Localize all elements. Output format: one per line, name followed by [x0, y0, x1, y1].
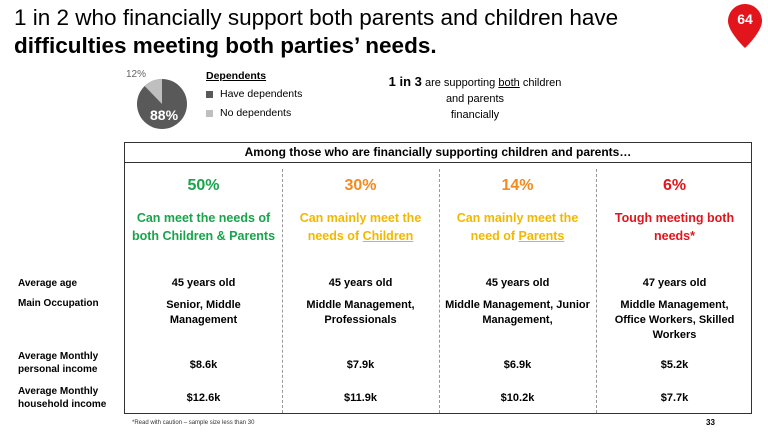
column-divider	[282, 169, 283, 413]
segment-desc-underlined: Parents	[518, 229, 565, 243]
table-cell-personal-income: $6.9k	[503, 359, 532, 371]
table-cell-occupation: Middle Management, Office Workers, Skill…	[614, 299, 735, 341]
legend-item-have: Have dependents	[206, 88, 302, 100]
pie-legend: Dependents Have dependents No dependents	[206, 70, 302, 126]
legend-swatch-have	[206, 90, 213, 98]
table-cell-personal-income: $5.2k	[660, 359, 689, 371]
footnote: *Read with caution – sample size less th…	[132, 420, 255, 426]
row-label-occupation: Main Occupation	[18, 298, 99, 309]
segments-box: Among those who are financially supporti…	[124, 142, 752, 414]
table-cell-personal-income: $8.6k	[189, 359, 218, 371]
table-cell-age: 45 years old	[328, 277, 393, 289]
segment-column-2: 30% Can mainly meet the needs of Childre…	[282, 177, 439, 245]
segment-description: Can mainly meet the needs of Children	[282, 209, 439, 245]
header-divider	[125, 162, 751, 163]
callout-line-2: and parents	[445, 93, 505, 105]
pie-slice-no-dependents	[144, 78, 162, 104]
segment-column-3: 14% Can mainly meet the need of Parents	[439, 177, 596, 245]
segment-desc-underlined: Children	[362, 229, 414, 243]
pie-label-have-dependents: 88%	[150, 107, 179, 123]
callout-text-post: children	[519, 77, 562, 89]
segment-desc-text: Can mainly meet the needs of	[299, 211, 422, 243]
table-cell-household-income: $10.2k	[500, 392, 535, 404]
callout-underlined: both	[498, 77, 520, 89]
row-label-personal-income: Average Monthly personal income	[18, 351, 99, 375]
column-divider	[596, 169, 597, 413]
page-number: 33	[706, 418, 715, 427]
table-cell-age: 45 years old	[485, 277, 550, 289]
segment-pct: 30%	[344, 177, 377, 194]
segment-column-4: 6% Tough meeting both needs*	[596, 177, 753, 245]
table-cell-household-income: $11.9k	[343, 392, 378, 404]
table-cell-household-income: $7.7k	[660, 392, 689, 404]
table-cell-occupation: Senior, Middle Management	[166, 299, 241, 326]
callout-bold: 1 in 3	[388, 74, 422, 89]
map-pin-icon	[728, 4, 762, 48]
title-line-2: difficulties meeting both parties’ needs…	[14, 33, 437, 58]
pie-label-no-dependents: 12%	[126, 69, 147, 80]
table-cell-occupation: Middle Management, Junior Management,	[445, 299, 590, 326]
segment-desc-text: Can meet the needs of both Children & Pa…	[131, 211, 276, 243]
legend-label-none: No dependents	[220, 107, 292, 119]
legend-item-none: No dependents	[206, 107, 302, 119]
table-cell-occupation: Middle Management, Professionals	[306, 299, 415, 326]
table-cell-household-income: $12.6k	[186, 392, 221, 404]
segment-pct: 14%	[501, 177, 534, 194]
segment-pct: 6%	[662, 177, 687, 194]
table-cell-age: 45 years old	[171, 277, 236, 289]
slide-title: 1 in 2 who financially support both pare…	[14, 4, 654, 60]
box-header: Among those who are financially supporti…	[244, 145, 632, 159]
callout-text: 1 in 3 are supporting both children and …	[360, 74, 590, 123]
badge-number: 64	[737, 11, 753, 27]
legend-swatch-none	[206, 109, 213, 117]
callout-line-3: financially	[450, 109, 500, 121]
segment-pct: 50%	[187, 177, 220, 194]
legend-label-have: Have dependents	[220, 88, 303, 100]
segment-desc-text: Can mainly meet the need of	[456, 211, 579, 243]
segment-description: Can mainly meet the need of Parents	[439, 209, 596, 245]
callout-text-pre: are supporting	[421, 77, 499, 89]
row-label-age: Average age	[18, 278, 78, 289]
segment-description: Tough meeting both needs*	[596, 209, 753, 245]
row-label-household-income: Average Monthly household income	[18, 386, 107, 410]
table-cell-personal-income: $7.9k	[346, 359, 375, 371]
column-divider	[439, 169, 440, 413]
segment-desc-text: Tough meeting both needs*	[614, 211, 735, 243]
title-line-1: 1 in 2 who financially support both pare…	[14, 5, 619, 30]
segment-column-1: 50% Can meet the needs of both Children …	[125, 177, 282, 245]
callout-line-1: 1 in 3 are supporting both children	[360, 74, 590, 91]
segment-description: Can meet the needs of both Children & Pa…	[125, 209, 282, 245]
table-cell-age: 47 years old	[642, 277, 707, 289]
dependents-pie-chart	[136, 78, 188, 130]
legend-title: Dependents	[206, 70, 267, 82]
number-badge: 64	[728, 4, 762, 48]
